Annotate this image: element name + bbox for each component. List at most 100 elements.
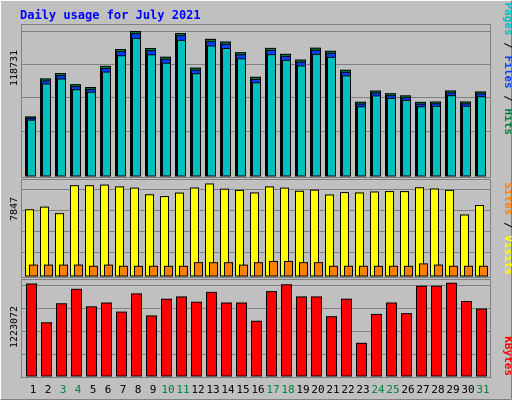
day-label: 7 bbox=[120, 383, 127, 396]
day-label: 19 bbox=[296, 383, 309, 396]
kbytes-axis-max-label: 1223072 bbox=[9, 306, 20, 348]
sites-bar bbox=[89, 265, 98, 277]
day-label: 28 bbox=[431, 383, 444, 396]
sites-bar bbox=[314, 262, 323, 277]
day-label: 26 bbox=[401, 383, 414, 396]
pages-bar bbox=[27, 119, 36, 177]
pages-bar bbox=[117, 55, 126, 177]
sites-bar bbox=[479, 265, 488, 277]
visits-bar bbox=[235, 189, 244, 277]
sites-bar bbox=[29, 264, 38, 277]
legend-separator-1: / bbox=[502, 36, 512, 56]
kbytes-bar bbox=[266, 291, 277, 377]
kbytes-bar bbox=[161, 298, 172, 377]
pages-bar bbox=[192, 73, 201, 177]
kbytes-bar bbox=[236, 302, 247, 377]
hits-legend: Pages / Files / Hits bbox=[502, 3, 512, 136]
kbytes-bar bbox=[386, 302, 397, 377]
day-label: 14 bbox=[221, 383, 235, 396]
kbytes-bar bbox=[191, 301, 202, 377]
day-label: 10 bbox=[161, 383, 174, 396]
pages-bar bbox=[312, 53, 321, 177]
pages-bar bbox=[57, 78, 66, 177]
kbytes-bar bbox=[251, 320, 262, 377]
visits-bar bbox=[415, 187, 424, 277]
sites-bar bbox=[224, 262, 233, 277]
kbytes-bars bbox=[26, 282, 487, 377]
legend-sites: Sites bbox=[502, 182, 512, 215]
legend-hits: Hits bbox=[502, 109, 512, 136]
sites-bar bbox=[299, 262, 308, 277]
day-label: 1 bbox=[30, 383, 37, 396]
kbytes-bar bbox=[281, 284, 292, 377]
pages-bar bbox=[177, 39, 186, 177]
sites-bar bbox=[74, 264, 83, 277]
pages-bar bbox=[87, 91, 96, 177]
sites-bar bbox=[149, 265, 158, 277]
visits-panel-frame bbox=[21, 179, 491, 278]
kbytes-bar bbox=[341, 298, 352, 377]
pages-bar bbox=[297, 65, 306, 177]
day-label: 30 bbox=[461, 383, 474, 396]
kbytes-panel-frame bbox=[21, 279, 491, 378]
day-label: 25 bbox=[386, 383, 399, 396]
sites-bar bbox=[404, 265, 413, 277]
sites-bar bbox=[389, 265, 398, 277]
sites-bar bbox=[119, 265, 128, 277]
hits-axis-max-label: 118731 bbox=[9, 50, 20, 86]
visits-bar bbox=[70, 185, 79, 277]
legend-files: Files bbox=[502, 56, 512, 89]
pages-bar bbox=[387, 97, 396, 177]
day-label: 11 bbox=[176, 383, 189, 396]
sites-bar bbox=[434, 264, 443, 277]
sites-bar bbox=[44, 264, 53, 277]
day-label: 3 bbox=[60, 383, 67, 396]
kbytes-bar bbox=[56, 303, 67, 377]
visits-bar bbox=[340, 192, 349, 277]
sites-bar bbox=[419, 263, 428, 277]
pages-bar bbox=[327, 56, 336, 177]
pages-bar bbox=[267, 54, 276, 177]
kbytes-bar bbox=[146, 315, 157, 377]
kbytes-bar bbox=[221, 302, 232, 377]
day-label: 31 bbox=[476, 383, 489, 396]
visits-bar bbox=[145, 194, 154, 277]
kbytes-bar bbox=[101, 302, 112, 377]
visits-bar bbox=[100, 184, 109, 277]
visits-bar bbox=[175, 192, 184, 277]
visits-bar bbox=[475, 205, 484, 277]
legend-pages: Pages bbox=[502, 3, 512, 36]
kbytes-bar bbox=[326, 316, 337, 377]
kbytes-bar bbox=[431, 285, 442, 377]
visits-bar bbox=[385, 191, 394, 277]
visits-bar bbox=[370, 191, 379, 277]
day-labels: 1 2 3 4 5 6 7 8 9 10 11 12 13 14 15 16 17 18 19 20 21 22 23 24 2… bbox=[30, 383, 490, 396]
sites-bar bbox=[134, 265, 143, 277]
pages-bar bbox=[162, 62, 171, 177]
sites-bar bbox=[284, 260, 293, 277]
day-label: 4 bbox=[75, 383, 82, 396]
day-label: 29 bbox=[446, 383, 459, 396]
pages-bar bbox=[282, 59, 291, 177]
kbytes-bar bbox=[461, 300, 472, 377]
legend-visits: Visits bbox=[502, 235, 512, 275]
pages-bar bbox=[357, 106, 366, 177]
sites-bar bbox=[269, 260, 278, 277]
visits-bars bbox=[25, 183, 488, 277]
visits-bar bbox=[130, 187, 139, 277]
pages-bar bbox=[237, 58, 246, 177]
sites-bar bbox=[359, 265, 368, 277]
legend-kbytes: KBytes bbox=[502, 336, 512, 376]
pages-bar bbox=[447, 95, 456, 177]
chart-title: Daily usage for July 2021 bbox=[20, 8, 201, 22]
kbytes-bar bbox=[356, 342, 367, 377]
pages-bar bbox=[432, 105, 441, 177]
legend-separator-2: / bbox=[502, 89, 512, 109]
day-label: 24 bbox=[371, 383, 385, 396]
sites-bar bbox=[449, 265, 458, 277]
sites-bar bbox=[464, 265, 473, 277]
kbytes-bar bbox=[311, 296, 322, 377]
visits-bar bbox=[160, 196, 169, 277]
pages-bar bbox=[342, 75, 351, 177]
